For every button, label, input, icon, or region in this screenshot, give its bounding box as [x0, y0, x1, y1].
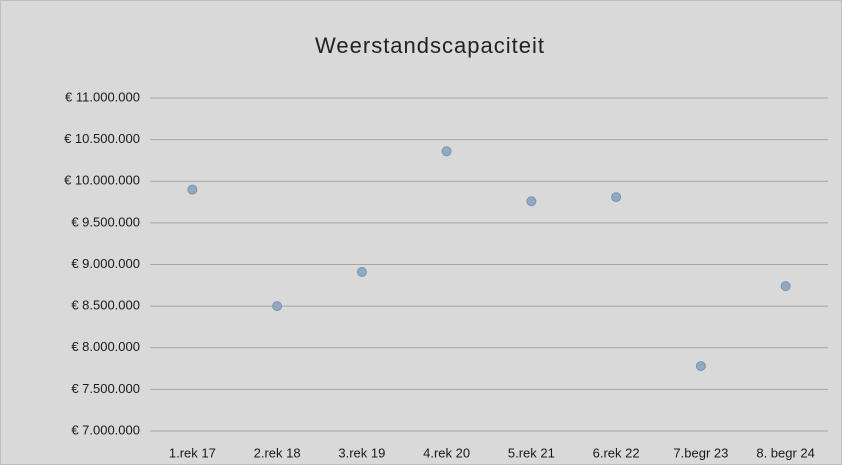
y-tick-label: € 9.000.000 [71, 256, 140, 271]
point [526, 196, 537, 207]
x-tick-label: 4.rek 20 [423, 445, 470, 460]
x-tick-label: 2.rek 18 [254, 445, 301, 460]
chart-title: Weerstandscapaciteit [315, 33, 545, 58]
y-tick-label: € 7.000.000 [71, 422, 140, 437]
x-tick-label: 1.rek 17 [169, 445, 216, 460]
x-tick-label: 3.rek 19 [338, 445, 385, 460]
x-tick-label: 6.rek 22 [593, 445, 640, 460]
x-tick-label: 8. begr 24 [756, 445, 815, 460]
y-tick-label: € 10.500.000 [64, 131, 140, 146]
point [695, 361, 706, 372]
x-tick-label: 5.rek 21 [508, 445, 555, 460]
point [272, 301, 283, 312]
y-tick-label: € 8.000.000 [71, 339, 140, 354]
x-tick-label: 7.begr 23 [673, 445, 728, 460]
y-tick-label: € 9.500.000 [71, 214, 140, 229]
y-tick-label: € 11.000.000 [65, 89, 140, 104]
point [441, 146, 452, 157]
y-tick-label: € 8.500.000 [71, 298, 140, 313]
point [356, 266, 367, 277]
point [611, 192, 622, 203]
point [187, 184, 198, 195]
y-tick-label: € 10.000.000 [64, 173, 140, 188]
y-tick-label: € 7.500.000 [71, 381, 140, 396]
point [780, 281, 791, 292]
